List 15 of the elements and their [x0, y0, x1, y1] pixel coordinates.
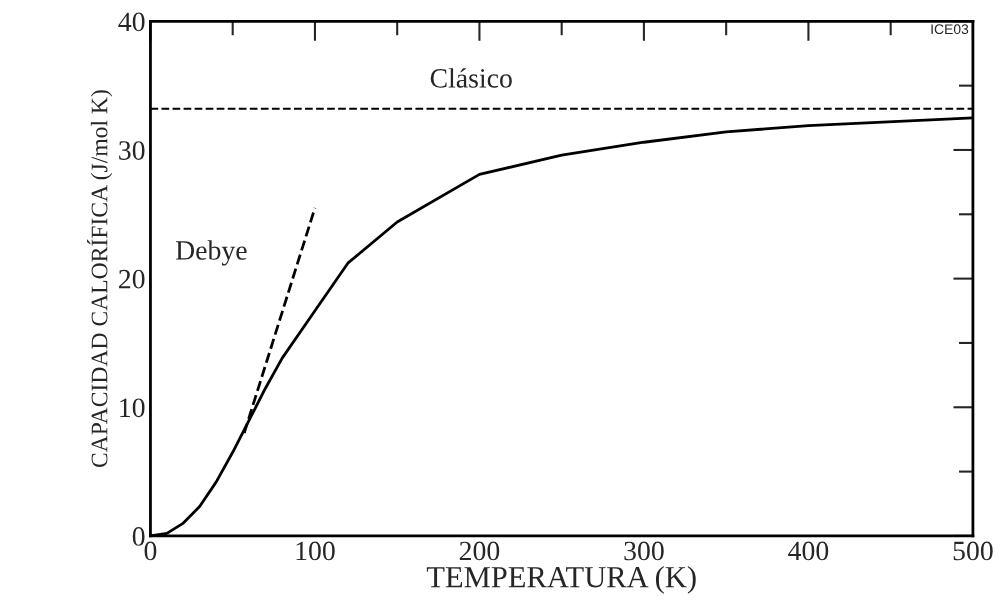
y-axis-title: CAPACIDAD CALORÍFICA (J/mol K): [87, 90, 113, 468]
annotation: ICE03: [931, 24, 969, 35]
y-tick-label: 10: [120, 398, 145, 418]
x-tick-label: 100: [296, 541, 335, 561]
y-tick-label: 0: [132, 527, 145, 546]
y-tick-label: 20: [119, 269, 145, 289]
x-tick-label: 400: [788, 541, 829, 561]
x-axis-title: TEMPERATURA (K): [426, 565, 696, 594]
x-tick-label: 500: [953, 541, 993, 561]
x-tick-label: 300: [624, 541, 664, 561]
y-tick-label: 30: [119, 141, 145, 160]
y-tick-label: 40: [118, 12, 145, 32]
ref-line-label: Clásico: [430, 68, 512, 88]
series-label: Debye: [175, 240, 247, 266]
x-tick-label: 200: [459, 541, 500, 561]
